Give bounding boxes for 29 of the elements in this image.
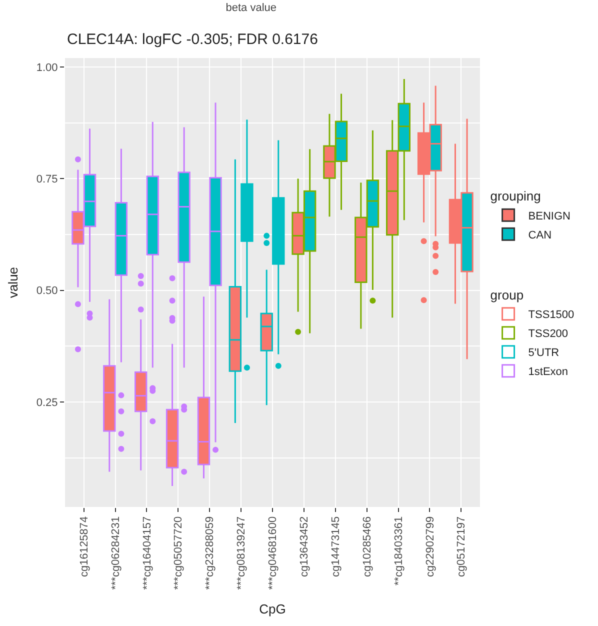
text: group [490,287,524,302]
x-tick-label: cg22902799 [424,516,436,577]
legend-label: 1stExon [528,366,568,378]
x-tick-label: ***cg23288059 [204,516,216,590]
x-tick-label: cg13643452 [298,516,311,577]
x-tick-label: ***cg04681600 [267,516,280,590]
x-tick-label: cg16125874 [78,516,90,577]
x-tick-label: cg05172197 [456,516,468,577]
legend-label: TSS1500 [528,309,574,322]
y-axis-title: value [5,266,20,298]
chart-title: beta value [226,2,277,14]
x-tick-label: ***cg05057720 [172,516,185,590]
legend-label: BENIGN [528,210,571,222]
x-axis-title: CpG [259,601,286,616]
legend-label: 5'UTR [528,347,560,360]
legend-label: TSS200 [528,328,568,340]
x-tick-label: ***cg06284231 [110,516,122,590]
x-tick-label: cg10285466 [361,516,374,577]
legend-label: CAN [528,229,552,242]
text: grouping [490,188,541,204]
y-tick-label: 1.00 [36,62,58,74]
x-tick-label: ***cg08139247 [236,516,248,590]
y-tick-label: 0.50 [36,285,58,298]
y-tick-label: 0.75 [36,173,58,186]
y-tick-label: 0.25 [36,396,58,409]
x-tick-label: ***cg16404157 [141,516,154,590]
x-tick-label: **cg18403361 [392,516,405,586]
x-tick-label: cg14473145 [330,516,342,577]
chart-subtitle: CLEC14A: logFC -0.305; FDR 0.6176 [67,31,318,48]
